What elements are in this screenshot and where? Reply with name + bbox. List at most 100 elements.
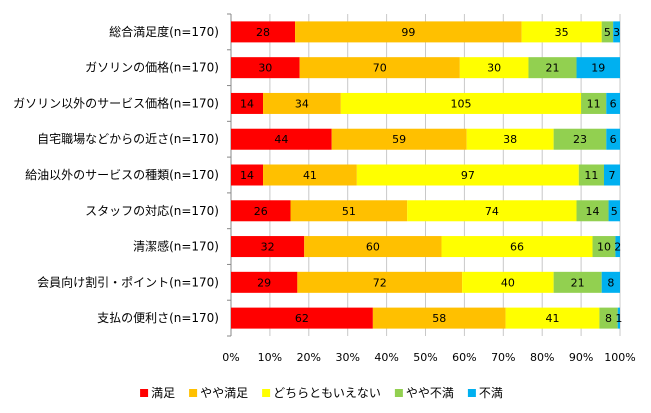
bar-segment bbox=[356, 164, 579, 186]
x-tick-label: 90% bbox=[569, 351, 593, 364]
legend-swatch bbox=[189, 389, 198, 397]
data-label: 2 bbox=[614, 241, 621, 254]
category-label: ガソリン以外のサービス価格(n=170) bbox=[13, 95, 219, 110]
bar-segment bbox=[372, 307, 506, 329]
x-tick-label: 10% bbox=[258, 351, 282, 364]
x-tick-label: 80% bbox=[530, 351, 554, 364]
data-label: 6 bbox=[610, 97, 617, 110]
bar-segment bbox=[505, 307, 600, 329]
bar-segment bbox=[231, 307, 373, 329]
legend-item: 不満 bbox=[467, 386, 503, 400]
bar-segment bbox=[617, 307, 620, 329]
data-label: 21 bbox=[545, 62, 559, 75]
bar-segment bbox=[553, 271, 602, 293]
x-tick-label: 20% bbox=[297, 351, 321, 364]
category-label: 自宅職場などからの近さ(n=170) bbox=[37, 131, 219, 146]
bar-segment bbox=[462, 271, 554, 293]
legend-item: やや不満 bbox=[394, 386, 454, 400]
data-label: 19 bbox=[591, 62, 605, 75]
data-label: 41 bbox=[545, 312, 559, 325]
legend-swatch bbox=[262, 389, 271, 397]
bar-segment bbox=[331, 128, 467, 150]
data-label: 28 bbox=[256, 26, 270, 39]
legend-label: どちらともいえない bbox=[273, 386, 381, 400]
data-label: 70 bbox=[373, 62, 387, 75]
category-label: 支払の便利さ(n=170) bbox=[97, 311, 219, 325]
data-label: 74 bbox=[485, 205, 499, 218]
data-label: 32 bbox=[261, 241, 275, 254]
data-label: 58 bbox=[432, 312, 446, 325]
bar-segment bbox=[295, 21, 522, 43]
data-label: 5 bbox=[604, 26, 611, 39]
legend-label: 満足 bbox=[151, 386, 175, 400]
data-label: 21 bbox=[571, 276, 585, 289]
bar-segment bbox=[581, 92, 607, 114]
data-label: 29 bbox=[257, 276, 271, 289]
x-tick-label: 50% bbox=[413, 351, 437, 364]
bar-segment bbox=[592, 236, 616, 258]
category-label: 総合満足度(n=170) bbox=[109, 24, 219, 39]
legend-label: やや不満 bbox=[406, 386, 454, 400]
data-label: 1 bbox=[615, 312, 622, 325]
data-label: 97 bbox=[461, 169, 475, 182]
legend-swatch bbox=[467, 389, 476, 397]
bar-segment bbox=[231, 92, 264, 114]
x-tick-labels: 0% 10% 20% 30% 40% 50% 60% 70% 80% 90% 100% bbox=[222, 351, 635, 364]
data-label: 59 bbox=[392, 133, 406, 146]
bar-segment bbox=[521, 21, 602, 43]
data-label: 14 bbox=[240, 169, 254, 182]
legend-item: どちらともいえない bbox=[262, 386, 381, 400]
data-label: 8 bbox=[605, 312, 612, 325]
data-label: 7 bbox=[608, 169, 615, 182]
data-label: 105 bbox=[450, 97, 471, 110]
x-tick-label: 70% bbox=[491, 351, 515, 364]
bar-segment bbox=[615, 236, 620, 258]
data-label: 30 bbox=[487, 62, 501, 75]
bar-segment bbox=[459, 57, 529, 79]
bar-segment bbox=[613, 21, 620, 43]
bar-segment bbox=[603, 164, 620, 186]
data-label: 38 bbox=[503, 133, 517, 146]
bar-segment bbox=[601, 271, 620, 293]
bar-segment bbox=[231, 128, 332, 150]
data-label: 44 bbox=[274, 133, 288, 146]
legend-label: やや満足 bbox=[200, 386, 248, 400]
data-label: 40 bbox=[501, 276, 515, 289]
x-tick-label: 40% bbox=[374, 351, 398, 364]
legend-item: やや満足 bbox=[189, 386, 248, 400]
data-label: 99 bbox=[401, 26, 415, 39]
bar-segment bbox=[299, 57, 460, 79]
legend-swatch bbox=[394, 389, 403, 397]
bar-segment bbox=[407, 200, 577, 222]
data-label: 6 bbox=[610, 133, 617, 146]
category-label: 清潔感(n=170) bbox=[133, 239, 219, 254]
data-label: 14 bbox=[240, 97, 254, 110]
bar-segment bbox=[576, 57, 620, 79]
data-label: 51 bbox=[342, 205, 356, 218]
legend-label: 不満 bbox=[479, 386, 503, 400]
bar-segment bbox=[231, 164, 264, 186]
bar-segment bbox=[297, 271, 463, 293]
bar-segment bbox=[601, 21, 614, 43]
data-label: 11 bbox=[584, 169, 598, 182]
bar-segment bbox=[466, 128, 554, 150]
legend-item: 満足 bbox=[140, 386, 175, 400]
bar-segment bbox=[606, 128, 620, 150]
x-tick-label: 30% bbox=[335, 351, 359, 364]
data-label: 26 bbox=[254, 205, 268, 218]
bar-segment bbox=[578, 164, 604, 186]
bar-segment bbox=[231, 200, 291, 222]
data-label: 60 bbox=[366, 241, 380, 254]
bar-segment bbox=[231, 236, 305, 258]
data-label: 11 bbox=[587, 97, 601, 110]
category-label: 会員向け割引・ポイント(n=170) bbox=[37, 274, 219, 289]
bar-segment bbox=[599, 307, 618, 329]
bar-segment bbox=[231, 57, 300, 79]
bar-segment bbox=[231, 271, 298, 293]
data-label: 10 bbox=[597, 241, 611, 254]
category-labels: 総合満足度(n=170) ガソリンの価格(n=170) ガソリン以外のサービス価格(… bbox=[13, 24, 219, 325]
data-label: 8 bbox=[607, 276, 614, 289]
data-label: 62 bbox=[295, 312, 309, 325]
